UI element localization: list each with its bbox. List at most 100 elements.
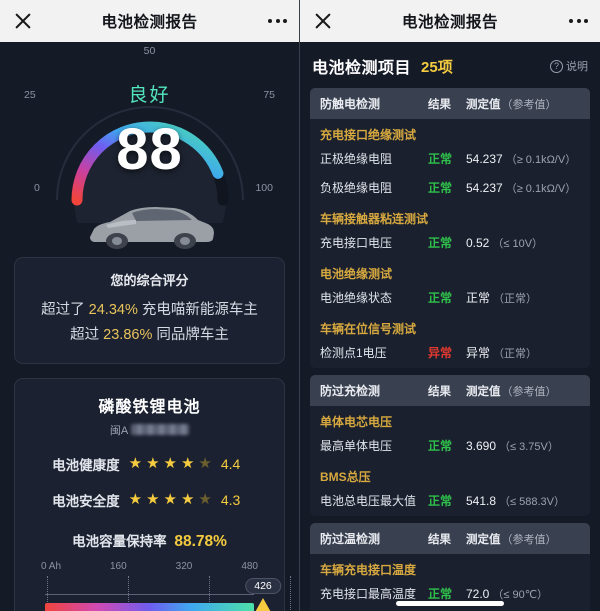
car-illustration	[89, 207, 214, 249]
battery-info-card: 磷酸铁锂电池 闽A 电池健康度 ★ ★ ★ ★ ★ 4.4	[14, 377, 291, 611]
section-columns: 结果 测定值 （参考值）	[428, 531, 557, 547]
row-value: 54.237	[466, 152, 503, 166]
capacity-marker-badge: 426	[245, 577, 281, 594]
group-title: 电池绝缘测试	[320, 267, 393, 281]
score-gauge: 良好 88 0 25 50 75 100	[0, 42, 299, 257]
table-row: 负极绝缘电阻 正常 54.237 （≥ 0.1kΩ/V）	[310, 174, 590, 203]
rating-row-safety: 电池安全度 ★ ★ ★ ★ ★ 4.3	[25, 490, 274, 510]
row-result: 正常	[428, 236, 453, 250]
row-reference: （正常）	[493, 348, 538, 360]
license-plate: 闽A	[25, 422, 274, 438]
gauge-svg	[55, 106, 244, 223]
left-content: 良好 88 0 25 50 75 100	[0, 42, 299, 611]
row-result: 正常	[428, 494, 453, 508]
left-pane: 电池检测报告	[0, 0, 300, 611]
score-comparison-line-2: 超过 23.86% 同品牌车主	[25, 323, 274, 348]
table-row: 正极绝缘电阻 正常 54.237 （≥ 0.1kΩ/V）	[310, 145, 590, 174]
capacity-axis-tick: 0 Ah	[41, 560, 62, 572]
star-icon: ★	[128, 491, 143, 509]
section-name: 防过充检测	[320, 384, 381, 398]
capacity-chart: 0 Ah 160 320 480 426	[39, 561, 291, 611]
battery-type-title: 磷酸铁锂电池	[98, 398, 201, 416]
rating-value: 4.3	[220, 491, 241, 508]
score-line2-suffix: 同品牌车主	[156, 327, 229, 344]
row-name: 充电接口最高温度	[320, 587, 417, 601]
more-dots-icon[interactable]	[569, 19, 588, 23]
section-block: 防触电检测 结果 测定值 （参考值） 充电接口绝缘测试 正极绝缘电阻 正常 54…	[310, 88, 590, 368]
row-name: 电池绝缘状态	[320, 291, 393, 305]
right-content: 电池检测项目 25项 ? 说明 防触电检测 结果 测定值 （参考值） 充电	[300, 42, 600, 611]
rating-value: 4.4	[220, 455, 241, 472]
row-result: 正常	[428, 152, 453, 166]
section-name: 防触电检测	[320, 97, 381, 111]
section-header: 防过温检测 结果 测定值 （参考值）	[310, 523, 590, 554]
row-reference: （正常）	[493, 293, 538, 305]
capacity-axis-tick: 320	[175, 560, 193, 572]
star-rating: ★ ★ ★ ★ ★	[129, 492, 212, 507]
section-columns: 结果 测定值 （参考值）	[428, 96, 557, 112]
row-result: 正常	[428, 439, 453, 453]
score-line1-percent: 24.34%	[88, 302, 138, 318]
capacity-gridline	[47, 575, 48, 611]
row-value: 0.52	[466, 236, 490, 250]
capacity-marker-icon	[254, 597, 272, 611]
row-value: 异常	[466, 346, 491, 360]
license-plate-redacted	[131, 424, 190, 436]
column-header-reference: （参考值）	[501, 385, 557, 398]
capacity-axis-tick: 160	[110, 560, 127, 572]
gauge-tick-50: 50	[143, 45, 156, 57]
column-header-measured: 测定值	[466, 533, 501, 546]
section-columns: 结果 测定值 （参考值）	[428, 383, 557, 399]
capacity-retention-heading: 电池容量保持率 88.78%	[25, 530, 274, 551]
inspection-title: 电池检测项目	[312, 60, 412, 77]
section-header: 防触电检测 结果 测定值 （参考值）	[310, 88, 590, 119]
table-row: 充电接口最高温度 正常 72.0 （≤ 90℃）	[310, 580, 590, 609]
row-reference: （≤ 10V）	[492, 238, 544, 250]
star-icon: ★	[180, 455, 195, 473]
left-navbar: 电池检测报告	[0, 0, 299, 42]
row-result: 异常	[428, 346, 453, 360]
star-icon-empty: ★	[198, 455, 212, 473]
section-block: 防过温检测 结果 测定值 （参考值） 车辆充电接口温度 充电接口最高温度 正常 …	[310, 523, 590, 611]
column-header-reference: （参考值）	[501, 533, 557, 546]
row-reference: （≥ 0.1kΩ/V）	[505, 154, 577, 166]
row-value: 72.0	[466, 587, 490, 601]
rating-row-health: 电池健康度 ★ ★ ★ ★ ★ 4.4	[25, 454, 274, 474]
column-header-reference: （参考值）	[501, 98, 557, 111]
group-title: 车辆接触器粘连测试	[320, 212, 429, 226]
inspection-header: 电池检测项目 25项 ? 说明	[300, 42, 600, 88]
rating-label: 电池健康度	[52, 457, 120, 473]
capacity-retention-value: 88.78%	[174, 532, 227, 550]
capacity-baseline	[45, 593, 254, 595]
capacity-gridline	[128, 575, 129, 611]
right-page-title: 电池检测报告	[401, 14, 498, 31]
capacity-axis: 0 Ah 160 320 480	[39, 561, 260, 572]
capacity-gridline	[290, 575, 291, 611]
row-value: 541.8	[466, 494, 497, 508]
more-dots-icon[interactable]	[268, 19, 287, 23]
table-row: 最高单体电压 正常 3.690 （≤ 3.75V）	[310, 432, 590, 461]
group-title: 充电接口绝缘测试	[320, 128, 417, 142]
capacity-retention-label: 电池容量保持率	[72, 533, 167, 549]
row-reference: （≥ 0.1kΩ/V）	[505, 183, 577, 195]
section-name: 防过温检测	[320, 532, 381, 546]
column-header-result: 结果	[428, 533, 451, 546]
row-result: 正常	[428, 181, 453, 195]
help-button[interactable]: ? 说明	[550, 58, 588, 74]
capacity-gridline	[209, 575, 210, 611]
capacity-plot: 426 预估容量	[39, 575, 291, 611]
gauge-tick-75: 75	[263, 89, 275, 101]
star-icon: ★	[180, 491, 195, 509]
score-line1-prefix: 超过了	[41, 302, 85, 318]
table-row: 电池绝缘状态 正常 正常 （正常）	[310, 284, 590, 313]
group-title: 车辆充电接口温度	[320, 563, 417, 577]
row-result: 正常	[428, 587, 453, 601]
group-title: 单体电芯电压	[320, 415, 393, 429]
table-row: 检测点1电压 异常 异常 （正常）	[310, 339, 590, 368]
row-name: 最高单体电压	[320, 439, 393, 453]
score-line2-prefix: 超过	[70, 327, 100, 344]
column-header-measured: 测定值	[466, 98, 501, 111]
row-name: 充电接口电压	[320, 236, 393, 250]
star-rating: ★ ★ ★ ★ ★	[129, 456, 212, 471]
